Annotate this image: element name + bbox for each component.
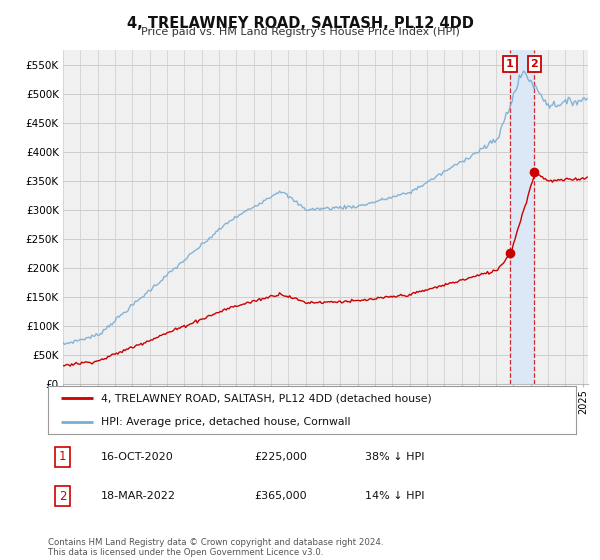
Bar bbox=[510, 50, 535, 384]
Text: 14% ↓ HPI: 14% ↓ HPI bbox=[365, 491, 424, 501]
Text: Contains HM Land Registry data © Crown copyright and database right 2024.
This d: Contains HM Land Registry data © Crown c… bbox=[48, 538, 383, 557]
Text: 4, TRELAWNEY ROAD, SALTASH, PL12 4DD (detached house): 4, TRELAWNEY ROAD, SALTASH, PL12 4DD (de… bbox=[101, 393, 431, 403]
Text: 1: 1 bbox=[59, 450, 67, 464]
Text: 2: 2 bbox=[59, 489, 67, 503]
Text: 2: 2 bbox=[530, 59, 538, 69]
Text: £365,000: £365,000 bbox=[254, 491, 307, 501]
Text: 1: 1 bbox=[506, 59, 514, 69]
Text: 18-MAR-2022: 18-MAR-2022 bbox=[101, 491, 176, 501]
Text: 4, TRELAWNEY ROAD, SALTASH, PL12 4DD: 4, TRELAWNEY ROAD, SALTASH, PL12 4DD bbox=[127, 16, 473, 31]
Text: 16-OCT-2020: 16-OCT-2020 bbox=[101, 452, 173, 462]
Text: £225,000: £225,000 bbox=[254, 452, 307, 462]
Text: 38% ↓ HPI: 38% ↓ HPI bbox=[365, 452, 424, 462]
Text: Price paid vs. HM Land Registry's House Price Index (HPI): Price paid vs. HM Land Registry's House … bbox=[140, 27, 460, 37]
Text: HPI: Average price, detached house, Cornwall: HPI: Average price, detached house, Corn… bbox=[101, 417, 350, 427]
